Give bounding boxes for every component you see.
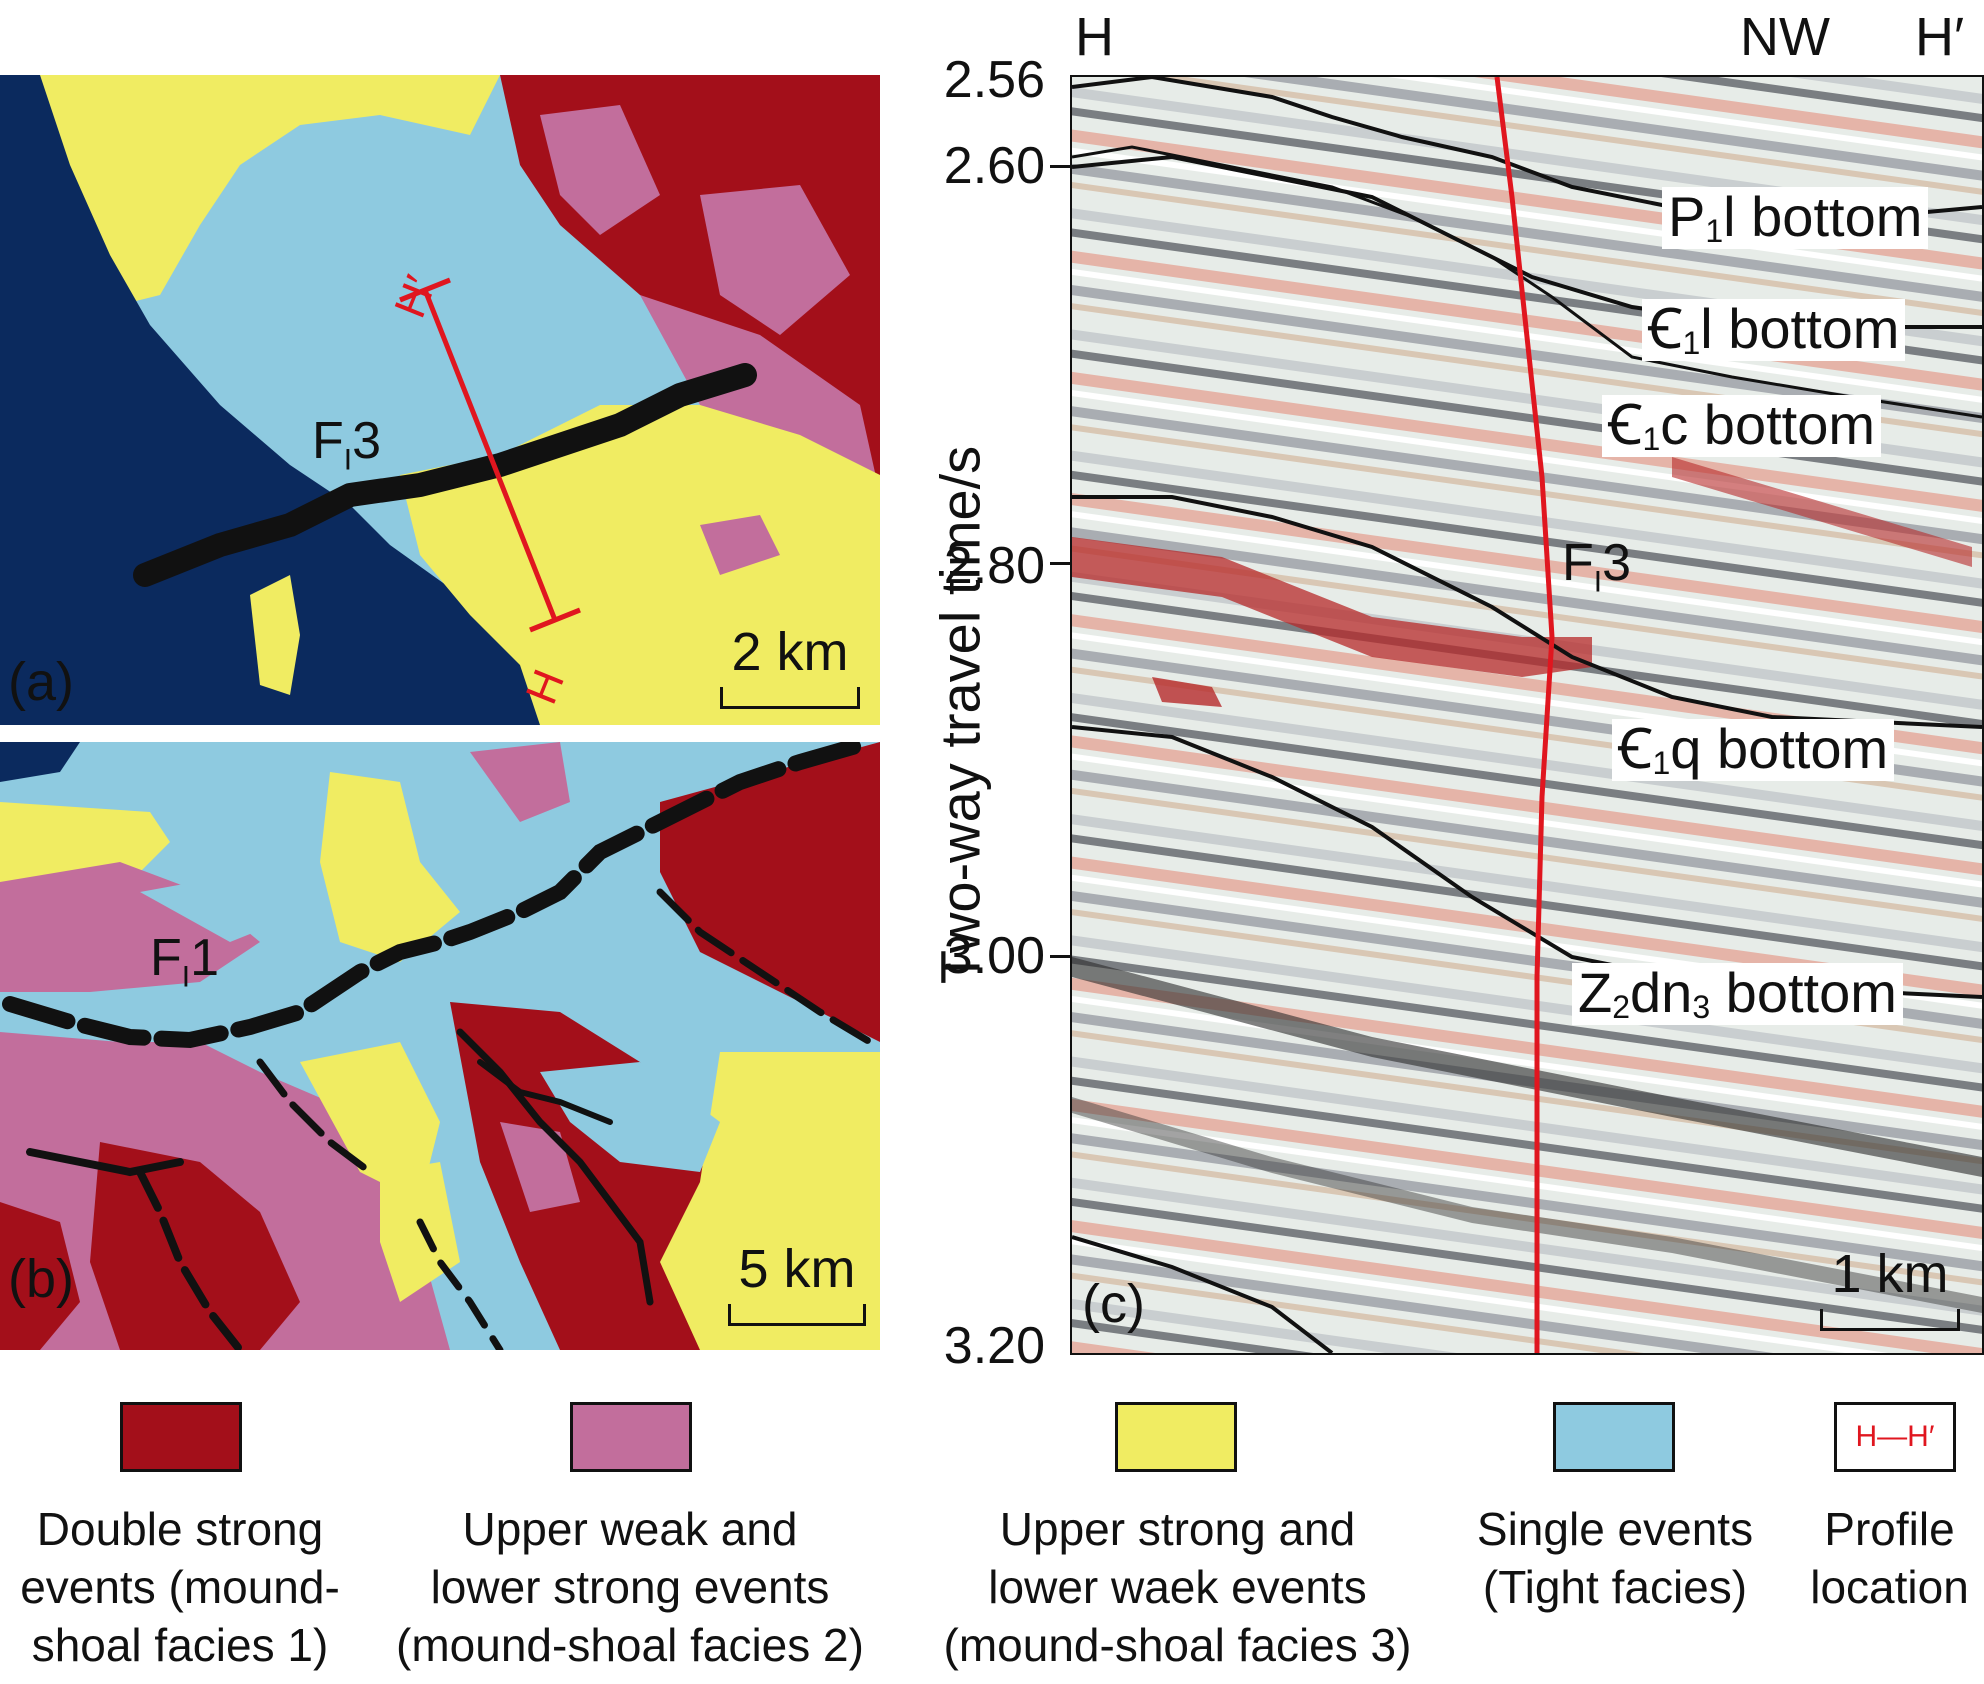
- legend-text-facies-3: Upper strong and lower waek events (moun…: [943, 1503, 1412, 1671]
- legend-swatch-facies-2: [570, 1402, 692, 1472]
- scalebar-label-c: 1 km: [1831, 1244, 1949, 1304]
- y-tick-label: 2.60: [943, 137, 1045, 195]
- legend-swatch-facies-3: [1115, 1402, 1237, 1472]
- legend-swatch-profile: H—H′: [1834, 1402, 1956, 1472]
- legend-swatch-facies-1: [120, 1402, 242, 1472]
- legend-swatch-tight: [1553, 1402, 1675, 1472]
- scalebar-label-b: 5 km: [738, 1239, 856, 1299]
- direction-label: NW: [1740, 7, 1830, 67]
- legend-text-tight: Single events (Tight facies): [1476, 1503, 1754, 1613]
- legend-text-profile: Profile location: [1810, 1503, 1969, 1613]
- map-panel-a: FI3 H′ H (a) 2 km: [0, 75, 880, 725]
- scalebar-a: 2 km: [720, 625, 860, 709]
- y-tick-mark: [1050, 955, 1072, 958]
- profile-line: [422, 289, 558, 621]
- y-tick-mark: [1050, 165, 1072, 168]
- horizon-label: Z2dn3 bottom: [1572, 963, 1903, 1025]
- profile-start-label-c: H: [1075, 7, 1114, 67]
- scalebar-b: 5 km: [728, 1242, 866, 1326]
- fault-label-fi3-a: FI3: [312, 412, 382, 477]
- facies-map-b: [0, 742, 880, 1350]
- horizon-label: P1l bottom: [1662, 187, 1929, 249]
- facies-map-a: [0, 75, 880, 725]
- legend-text-facies-2: Upper weak and lower strong events (moun…: [396, 1503, 864, 1671]
- scalebar-label-a: 2 km: [731, 622, 849, 682]
- profile-end-label-c: H′: [1915, 7, 1965, 67]
- y-tick-mark: [1050, 562, 1072, 565]
- horizon-label: Ꞓ1q bottom: [1612, 719, 1895, 781]
- fault-fi3-trace: [133, 363, 757, 587]
- y-tick-label: 3.00: [943, 927, 1045, 985]
- fault-fi1-trace: [2, 742, 878, 1049]
- y-axis-label: Two-way travel time/s: [928, 445, 992, 985]
- y-tick-label: 2.56: [943, 51, 1045, 109]
- horizon-label: Ꞓ1c bottom: [1602, 395, 1882, 457]
- legend-text-facies-1: Double strong events (mound- shoal facie…: [20, 1503, 340, 1671]
- seismic-section: FI3 P1l bottom Ꞓ1l bottom Ꞓ1c bottom Ꞓ1q…: [1070, 75, 1984, 1355]
- y-tick-label: 2.80: [943, 537, 1045, 595]
- panel-letter-c: (c): [1082, 1274, 1145, 1334]
- map-panel-b: FI1 (b) 5 km: [0, 742, 880, 1350]
- horizon-label: Ꞓ1l bottom: [1642, 299, 1906, 361]
- fault-fi3-trace-c: [1494, 77, 1555, 1353]
- fault-label-fi3-c: FI3: [1562, 534, 1632, 599]
- scalebar-c: 1 km: [1820, 1247, 1960, 1331]
- fault-label-fi1-b: FI1: [150, 929, 220, 994]
- panel-letter-a: (a): [8, 652, 74, 712]
- panel-letter-b: (b): [8, 1249, 74, 1309]
- y-tick-label: 3.20: [943, 1317, 1045, 1375]
- seismic-image: [1072, 77, 1982, 1353]
